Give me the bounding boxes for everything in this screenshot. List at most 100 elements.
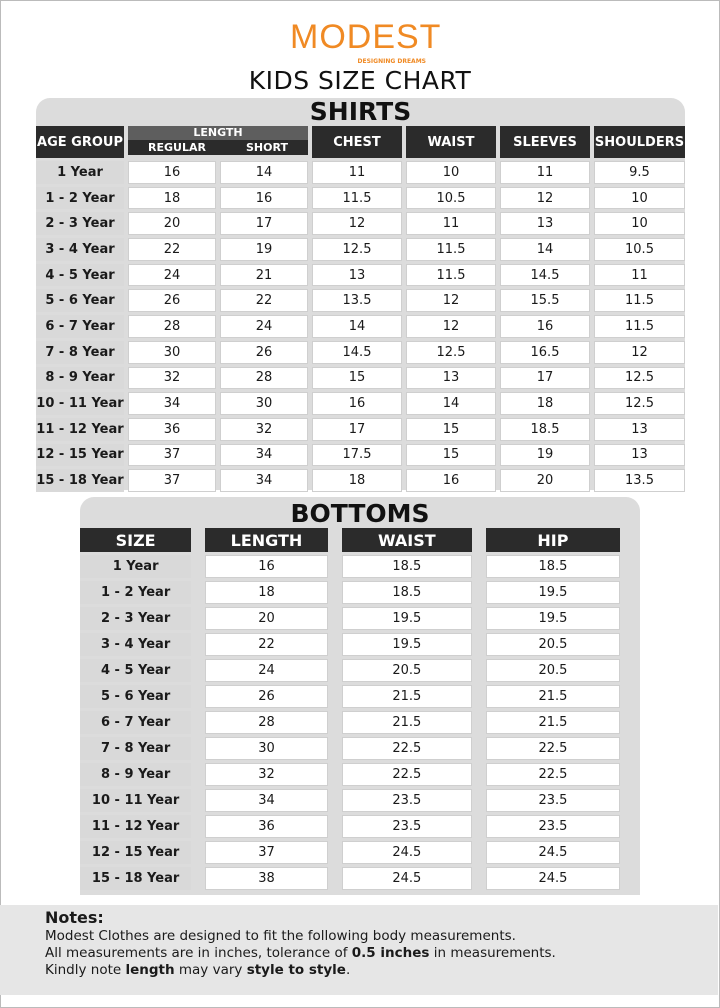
table-cell: 21.5: [485, 711, 620, 734]
table-cell: 32: [205, 763, 328, 786]
table-cell: 37: [205, 841, 328, 864]
notes-text: .: [345, 962, 351, 978]
header-sleeves: SLEEVES: [500, 126, 590, 158]
table-cell: 15: [406, 443, 496, 467]
row-label: 4 - 5 Year: [36, 263, 124, 287]
table-row: 15 - 18 Year 37 34 18 16 20 13.5: [36, 469, 685, 492]
row-label: 10 - 11 Year: [36, 392, 124, 415]
table-cell: 12.5: [594, 366, 685, 390]
table-cell: 34: [205, 789, 328, 812]
table-row: 8 - 9 Year 32 28 15 13 17 12.5: [36, 366, 685, 390]
table-cell: 12: [594, 340, 685, 364]
table-cell: 20.5: [485, 659, 620, 682]
row-label: 12 - 15 Year: [36, 443, 124, 467]
notes-text: may vary: [174, 962, 247, 978]
table-cell: 13.5: [312, 289, 402, 313]
table-cell: 23.5: [485, 815, 620, 838]
header-age-group: AGE GROUP: [36, 126, 124, 158]
table-cell: 22: [220, 289, 308, 313]
table-cell: 22: [128, 238, 216, 261]
notes-text: Kindly note: [45, 962, 126, 978]
table-cell: 11.5: [312, 186, 402, 210]
row-label: 15 - 18 Year: [80, 867, 192, 890]
table-row: 6 - 7 Year 28 24 14 12 16 11.5: [36, 315, 685, 338]
row-label: 1 Year: [36, 161, 124, 184]
table-cell: 20.5: [341, 659, 472, 682]
row-label: 4 - 5 Year: [80, 659, 192, 682]
row-label: 7 - 8 Year: [36, 340, 124, 364]
row-label: 11 - 12 Year: [36, 417, 124, 441]
table-cell: 14.5: [500, 263, 590, 287]
table-cell: 18: [312, 469, 402, 492]
row-label: 15 - 18 Year: [36, 469, 124, 492]
table-cell: 17: [500, 366, 590, 390]
table-cell: 15: [406, 417, 496, 441]
table-cell: 30: [128, 340, 216, 364]
table-cell: 22.5: [341, 737, 472, 760]
table-row: 8 - 9 Year 32 22.5 22.5: [80, 763, 620, 786]
row-label: 5 - 6 Year: [80, 685, 192, 708]
table-row: 5 - 6 Year 26 21.5 21.5: [80, 685, 620, 708]
row-label: 1 - 2 Year: [36, 186, 124, 210]
header-chest: CHEST: [312, 126, 402, 158]
table-cell: 10: [594, 186, 685, 210]
table-cell: 12: [500, 186, 590, 210]
table-cell: 11: [406, 212, 496, 236]
header-regular: REGULAR: [148, 141, 206, 154]
table-row: 1 Year 16 18.5 18.5: [80, 555, 620, 578]
table-cell: 22.5: [485, 763, 620, 786]
table-cell: 18.5: [485, 555, 620, 578]
table-cell: 12.5: [406, 340, 496, 364]
row-label: 11 - 12 Year: [80, 815, 192, 838]
table-cell: 17.5: [312, 443, 402, 467]
logo-wordmark: MODEST: [290, 18, 442, 56]
table-cell: 24.5: [341, 867, 472, 890]
table-cell: 19: [220, 238, 308, 261]
table-cell: 20: [500, 469, 590, 492]
table-row: 1 Year 16 14 11 10 11 9.5: [36, 161, 685, 184]
table-cell: 37: [128, 443, 216, 467]
table-cell: 24.5: [485, 867, 620, 890]
table-cell: 16.5: [500, 340, 590, 364]
table-cell: 9.5: [594, 161, 685, 184]
notes-emphasis: 0.5 inches: [351, 945, 430, 961]
header-length-label: LENGTH: [128, 126, 308, 140]
table-row: 4 - 5 Year 24 21 13 11.5 14.5 11: [36, 263, 685, 287]
table-cell: 19.5: [485, 607, 620, 630]
table-cell: 22.5: [485, 737, 620, 760]
table-row: 2 - 3 Year 20 17 12 11 13 10: [36, 212, 685, 236]
row-label: 2 - 3 Year: [80, 607, 192, 630]
table-cell: 12: [312, 212, 402, 236]
table-row: 15 - 18 Year 38 24.5 24.5: [80, 867, 620, 890]
table-cell: 28: [220, 366, 308, 390]
table-cell: 14: [406, 392, 496, 415]
header-short: SHORT: [246, 141, 288, 154]
table-row: 3 - 4 Year 22 19 12.5 11.5 14 10.5: [36, 238, 685, 261]
row-label: 12 - 15 Year: [80, 841, 192, 864]
table-cell: 34: [220, 469, 308, 492]
table-cell: 10.5: [406, 186, 496, 210]
notes-box: Notes: Modest Clothes are designed to fi…: [0, 905, 718, 995]
table-cell: 22.5: [341, 763, 472, 786]
logo-tagline: DESIGNING DREAMS: [357, 58, 426, 65]
table-cell: 13: [500, 212, 590, 236]
table-cell: 19.5: [341, 607, 472, 630]
shirts-table: AGE GROUP LENGTH REGULAR SHORT CHEST WAI…: [32, 123, 689, 495]
table-cell: 23.5: [341, 815, 472, 838]
table-cell: 11: [500, 161, 590, 184]
notes-line-3: Kindly note length may vary style to sty…: [45, 962, 673, 979]
header-length: LENGTH: [205, 528, 328, 552]
table-cell: 18: [500, 392, 590, 415]
row-label: 1 - 2 Year: [80, 581, 192, 604]
table-cell: 17: [220, 212, 308, 236]
table-cell: 15: [312, 366, 402, 390]
table-cell: 28: [205, 711, 328, 734]
row-label: 3 - 4 Year: [36, 238, 124, 261]
notes-line-2: All measurements are in inches, toleranc…: [45, 945, 673, 962]
notes-heading: Notes:: [45, 908, 104, 927]
header-waist: WAIST: [406, 126, 496, 158]
table-cell: 12: [406, 315, 496, 338]
table-row: 7 - 8 Year 30 22.5 22.5: [80, 737, 620, 760]
table-row: 12 - 15 Year 37 34 17.5 15 19 13: [36, 443, 685, 467]
table-cell: 18.5: [341, 555, 472, 578]
